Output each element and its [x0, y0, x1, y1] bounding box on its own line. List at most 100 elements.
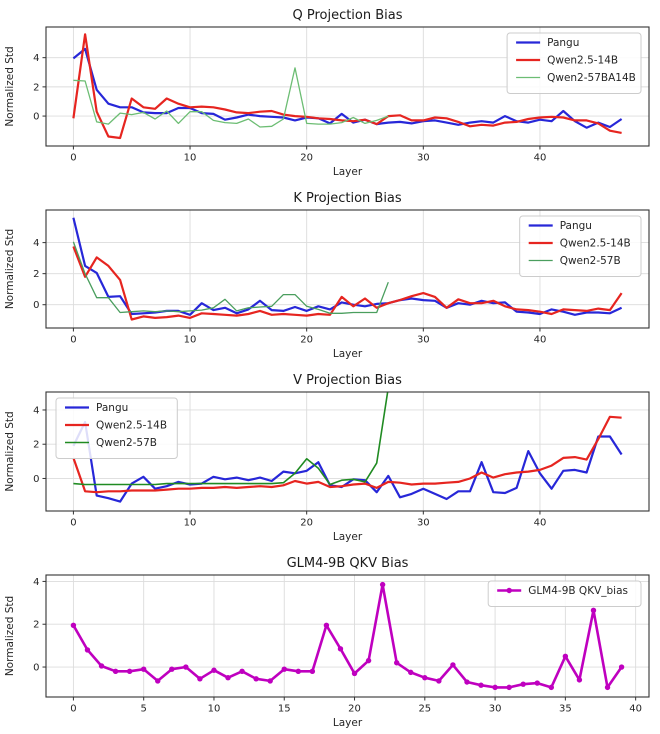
series-marker: [393, 660, 400, 666]
chart-svg: GLM4-9B QKV Bias 0 5 10 15 20 25 30 35 40 0 2 4 Layer…: [4, 556, 650, 729]
y-axis-label: Normalized Std: [4, 411, 16, 491]
series-marker: [436, 678, 442, 684]
y-tick-label: 2: [33, 82, 39, 93]
series-marker: [520, 681, 526, 687]
y-tick-label: 2: [33, 620, 39, 631]
x-tick-label: 15: [278, 704, 291, 715]
series-marker: [408, 669, 414, 676]
legend-item-label: Qwen2.5-14B: [96, 420, 167, 432]
series-line-pangu: [72, 420, 623, 503]
x-tick-label: 25: [418, 704, 431, 715]
chart-svg: Q Projection Bias 0 10 20 30 40 0 2 4 Layer Normal…: [4, 8, 650, 178]
series-marker: [464, 679, 470, 685]
series-marker: [618, 664, 625, 670]
plot-border: [45, 391, 650, 512]
chart-title: Q Projection Bias: [292, 8, 402, 23]
series-marker: [422, 675, 428, 681]
x-tick-label: 30: [489, 704, 502, 715]
x-tick-label: 10: [184, 153, 197, 164]
y-tick-label: 2: [33, 440, 39, 451]
legend-box: [55, 397, 178, 459]
series-marker: [590, 607, 597, 614]
legend: Pangu Qwen2.5-14B Qwen2-57B: [519, 215, 642, 277]
x-tick-label: 35: [559, 704, 572, 715]
x-axis-label: Layer: [333, 166, 363, 178]
y-tick-label: 4: [33, 405, 39, 416]
series-marker: [309, 668, 316, 675]
series-marker: [548, 684, 555, 691]
legend-box: [487, 580, 642, 607]
series-marker: [365, 657, 372, 664]
legend-item-label: Qwen2.5-14B: [560, 238, 631, 250]
series-marker: [112, 668, 119, 675]
x-tick-label: 30: [417, 518, 430, 529]
series-marker: [211, 667, 217, 673]
chart-v-projection-bias: V Projection Bias 0 10 20 30 40 0 2 4 Layer Normal…: [0, 365, 660, 548]
series-marker: [562, 653, 569, 660]
series-marker: [337, 646, 344, 652]
series-marker: [323, 622, 330, 628]
series-marker: [281, 666, 287, 672]
series-marker: [506, 684, 512, 691]
legend: Pangu Qwen2.5-14B Qwen2-57BA14B: [506, 32, 642, 94]
x-tick-label: 40: [534, 518, 547, 529]
series-line-qwen2-57b: [73, 392, 389, 486]
series-marker: [140, 666, 147, 672]
chart-svg: K Projection Bias 0 10 20 30 40 0 2 4 Layer Normal…: [4, 191, 650, 360]
series-marker: [450, 662, 456, 668]
x-tick-label: 20: [300, 335, 313, 346]
x-axis-label: Layer: [333, 348, 363, 360]
legend-item-label: Pangu: [560, 220, 592, 232]
series-marker: [379, 581, 386, 588]
series-marker: [197, 676, 203, 682]
chart-title: K Projection Bias: [293, 191, 402, 206]
series-marker: [225, 675, 231, 681]
y-tick-label: 0: [33, 300, 39, 311]
series-line-qwen2-57ba14b: [73, 67, 389, 128]
chart-glm4-9b-qkv-bias: GLM4-9B QKV Bias 0 5 10 15 20 25 30 35 40 0 2 4 Layer…: [0, 548, 660, 734]
chart-title: GLM4-9B QKV Bias: [287, 556, 409, 571]
y-tick-label: 4: [33, 238, 39, 249]
legend: GLM4-9B QKV_bias: [487, 580, 642, 607]
y-axis-label: Normalized Std: [4, 229, 16, 309]
series-marker: [351, 670, 358, 677]
y-tick-label: 4: [33, 577, 39, 588]
chart-svg: V Projection Bias 0 10 20 30 40 0 2 4 Layer Normal…: [4, 373, 650, 543]
y-tick-label: 0: [33, 112, 39, 123]
legend-item-label: Pangu: [96, 402, 128, 414]
y-tick-label: 4: [33, 53, 39, 64]
x-tick-label: 40: [534, 153, 547, 164]
legend: Pangu Qwen2.5-14B Qwen2-57B: [55, 397, 178, 459]
series-marker: [98, 663, 105, 669]
series-line-qwen2-5-14b: [72, 415, 622, 494]
x-axis-label: Layer: [333, 717, 363, 729]
legend-box: [519, 215, 642, 277]
plot-border: [45, 574, 650, 698]
series-marker: [295, 668, 302, 675]
y-tick-label: 2: [33, 269, 39, 280]
legend-item-label: GLM4-9B QKV_bias: [528, 585, 628, 597]
series-marker: [604, 684, 611, 691]
series-marker: [84, 647, 91, 653]
series-marker: [534, 680, 540, 686]
x-tick-label: 20: [348, 704, 361, 715]
chart-q-projection-bias: Q Projection Bias 0 10 20 30 40 0 2 4 Layer Normal…: [0, 0, 660, 183]
legend-item-label: Qwen2.5-14B: [547, 55, 618, 67]
series-marker: [70, 622, 77, 628]
series-marker: [267, 678, 273, 684]
x-tick-label: 30: [417, 335, 430, 346]
series-marker: [492, 684, 498, 691]
y-axis-label: Normalized Std: [4, 46, 16, 126]
legend-item-label: Qwen2-57B: [560, 255, 621, 267]
plot-border: [45, 209, 650, 329]
series-marker: [183, 664, 189, 670]
series-marker: [576, 677, 583, 683]
x-tick-label: 0: [70, 153, 76, 164]
x-tick-label: 0: [70, 518, 76, 529]
x-tick-label: 40: [629, 704, 642, 715]
series-line-glm4-9b-qkv-bias: [72, 583, 623, 689]
x-tick-label: 0: [70, 704, 76, 715]
series-marker: [478, 682, 484, 688]
x-tick-label: 40: [534, 335, 547, 346]
